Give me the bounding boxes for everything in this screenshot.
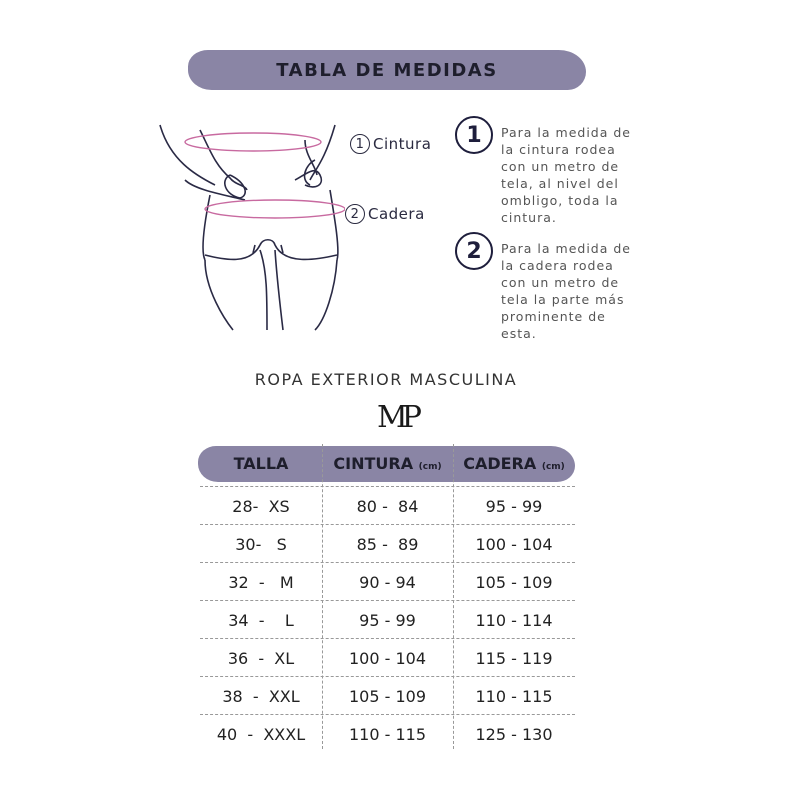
step-2: 2 Para la medida de la cadera rodea con … — [455, 232, 641, 342]
table-cell: 90 - 94 — [359, 572, 416, 592]
title-banner: TABLA DE MEDIDAS — [188, 50, 586, 90]
brand-logo: MP — [377, 400, 422, 435]
table-cell: 105 - 109 — [475, 572, 553, 592]
number-badge: 2 — [345, 204, 365, 224]
step-text: Para la medida de la cadera rodea con un… — [501, 241, 631, 341]
table-row: 40 - XXXL 110 - 115 125 - 130 — [200, 714, 575, 753]
column-divider — [322, 444, 323, 749]
label-text: Cadera — [368, 205, 425, 223]
header-label: TALLA — [233, 454, 289, 473]
label-text: Cintura — [373, 135, 432, 153]
table-header-bg — [198, 446, 575, 482]
table-cell: 100 - 104 — [475, 534, 553, 554]
table-row: 38 - XXL 105 - 109 110 - 115 — [200, 676, 575, 715]
table-cell: 110 - 114 — [475, 610, 553, 630]
table-cell: 95 - 99 — [485, 496, 543, 516]
label-cadera: 2 Cadera — [345, 204, 425, 224]
header-label: CADERA — [463, 454, 537, 473]
table-cell: 34 - L — [228, 610, 294, 630]
body-illustration — [159, 124, 345, 331]
table-cell: 125 - 130 — [475, 724, 553, 744]
header-unit: (cm) — [541, 462, 565, 472]
table-row: 28- XS 80 - 84 95 - 99 — [200, 486, 575, 525]
table-cell: 30- S — [235, 534, 287, 554]
table-cell: 110 - 115 — [348, 724, 427, 744]
table-cell: 40 - XXXL — [216, 724, 306, 744]
table-row: 30- S 85 - 89 100 - 104 — [200, 524, 575, 563]
column-divider — [453, 444, 454, 749]
step-text: Para la medida de la cintura rodea con u… — [501, 125, 631, 225]
header-talla: TALLA — [200, 454, 322, 473]
header-unit: (cm) — [418, 462, 442, 472]
table-row: 32 - M 90 - 94 105 - 109 — [200, 562, 575, 601]
header-label: CINTURA — [333, 454, 414, 473]
table-cell: 32 - M — [228, 572, 294, 592]
table-cell: 28- XS — [232, 496, 290, 516]
table-cell: 80 - 84 — [356, 496, 419, 516]
table-cell: 110 - 115 — [475, 686, 553, 706]
step-number: 1 — [455, 116, 493, 154]
table-cell: 85 - 89 — [356, 534, 419, 554]
label-cintura: 1 Cintura — [350, 134, 431, 154]
header-cadera: CADERA (cm) — [453, 454, 575, 473]
table-cell: 38 - XXL — [222, 686, 300, 706]
table-row: 34 - L 95 - 99 110 - 114 — [200, 600, 575, 639]
table-cell: 100 - 104 — [348, 648, 427, 668]
table-cell: 95 - 99 — [359, 610, 416, 630]
page-title: TABLA DE MEDIDAS — [276, 59, 498, 81]
table-cell: 115 - 119 — [475, 648, 553, 668]
table-cell: 36 - XL — [227, 648, 295, 668]
header-cintura: CINTURA (cm) — [322, 454, 453, 473]
step-1: 1 Para la medida de la cintura rodea con… — [455, 116, 641, 226]
table-cell: 105 - 109 — [348, 686, 427, 706]
number-badge: 1 — [350, 134, 370, 154]
section-subtitle: ROPA EXTERIOR MASCULINA — [254, 370, 518, 389]
step-number: 2 — [455, 232, 493, 270]
table-row: 36 - XL 100 - 104 115 - 119 — [200, 638, 575, 677]
